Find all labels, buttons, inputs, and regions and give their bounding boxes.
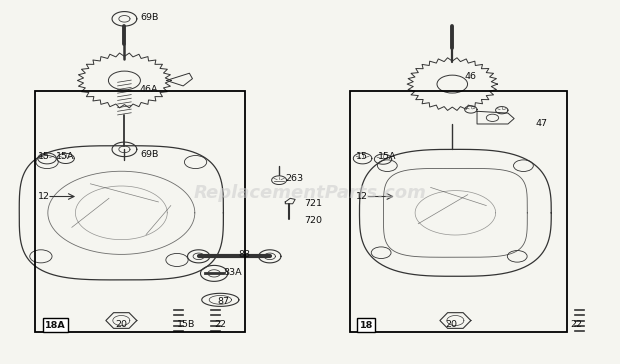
Text: 83A: 83A — [223, 268, 242, 277]
Text: 18: 18 — [360, 321, 373, 330]
Text: 20: 20 — [115, 320, 127, 329]
Text: ReplacementParts.com: ReplacementParts.com — [193, 184, 427, 202]
Text: 720: 720 — [304, 215, 322, 225]
Text: 15B: 15B — [177, 320, 195, 329]
Text: 18A: 18A — [45, 321, 66, 330]
Text: 87: 87 — [217, 297, 229, 306]
Polygon shape — [285, 198, 295, 204]
Text: 69B: 69B — [140, 150, 158, 159]
Text: 15: 15 — [356, 152, 368, 161]
Circle shape — [437, 75, 467, 93]
Text: 20: 20 — [445, 320, 457, 329]
Text: 15: 15 — [38, 152, 50, 161]
Text: 46A: 46A — [140, 85, 158, 94]
Text: 12: 12 — [356, 192, 368, 201]
Text: 46: 46 — [464, 72, 477, 81]
Text: 47: 47 — [536, 119, 548, 128]
Text: 22: 22 — [570, 320, 582, 329]
Text: 12: 12 — [38, 192, 50, 201]
Text: 15A: 15A — [56, 152, 75, 161]
Text: 15A: 15A — [378, 152, 397, 161]
Text: 83: 83 — [239, 250, 251, 259]
Text: 22: 22 — [214, 320, 226, 329]
Text: 263: 263 — [285, 174, 303, 183]
Text: 69B: 69B — [140, 12, 158, 21]
Text: 721: 721 — [304, 199, 322, 208]
Circle shape — [108, 71, 140, 90]
